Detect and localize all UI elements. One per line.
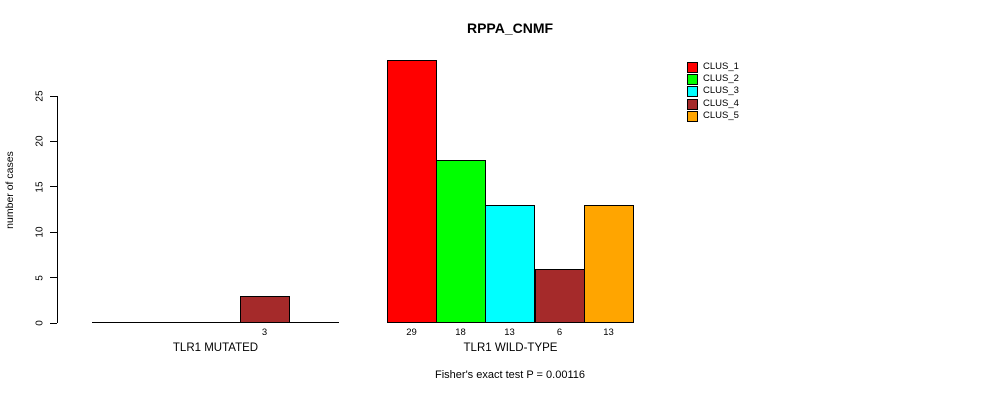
legend-swatch-clus_2 bbox=[687, 73, 698, 85]
legend-label-clus_3: CLUS_3 bbox=[703, 85, 739, 97]
legend-swatch-clus_1 bbox=[687, 61, 698, 73]
bar-count-label: 3 bbox=[261, 327, 268, 338]
bar-count-label: 29 bbox=[406, 327, 417, 338]
bar-clus_2 bbox=[436, 159, 486, 323]
y-axis-tick bbox=[50, 277, 57, 279]
y-axis-tick-label: 25 bbox=[34, 90, 46, 102]
y-axis-tick bbox=[50, 186, 57, 188]
bar-clus_4 bbox=[240, 295, 290, 323]
legend-label-clus_1: CLUS_1 bbox=[703, 60, 739, 72]
group-label: TLR1 MUTATED bbox=[172, 342, 259, 354]
y-axis-title: number of cases bbox=[4, 151, 16, 229]
y-axis-tick bbox=[50, 95, 57, 97]
y-axis-tick-label: 20 bbox=[34, 135, 46, 147]
bar-count-label: 6 bbox=[556, 327, 563, 338]
bar-clus_1 bbox=[387, 59, 437, 323]
y-axis-tick bbox=[50, 140, 57, 142]
y-axis-tick-label: 0 bbox=[34, 320, 46, 326]
legend-swatch-clus_5 bbox=[687, 111, 698, 123]
legend-label-clus_4: CLUS_4 bbox=[703, 97, 739, 109]
group-baseline bbox=[92, 322, 339, 323]
legend-label-clus_2: CLUS_2 bbox=[703, 72, 739, 84]
stat-test-caption: Fisher's exact test P = 0.00116 bbox=[435, 369, 585, 381]
y-axis-tick bbox=[50, 231, 57, 233]
legend-label-clus_5: CLUS_5 bbox=[703, 110, 739, 122]
y-axis-tick-label: 15 bbox=[34, 181, 46, 193]
y-axis-line bbox=[57, 96, 58, 323]
bar-clus_5 bbox=[584, 204, 634, 323]
legend-swatch-clus_4 bbox=[687, 98, 698, 110]
bar-clus_3 bbox=[485, 204, 535, 323]
y-axis-tick bbox=[50, 322, 57, 324]
y-axis-tick-label: 10 bbox=[34, 226, 46, 238]
bar-count-label: 13 bbox=[603, 327, 614, 338]
bar-count-label: 13 bbox=[504, 327, 515, 338]
bar-count-label: 18 bbox=[455, 327, 466, 338]
legend-swatch-clus_3 bbox=[687, 86, 698, 98]
chart-title: RPPA_CNMF bbox=[466, 20, 554, 36]
y-axis-tick-label: 5 bbox=[34, 274, 46, 281]
group-label: TLR1 WILD-TYPE bbox=[463, 342, 558, 354]
bar-clus_4 bbox=[535, 268, 585, 323]
